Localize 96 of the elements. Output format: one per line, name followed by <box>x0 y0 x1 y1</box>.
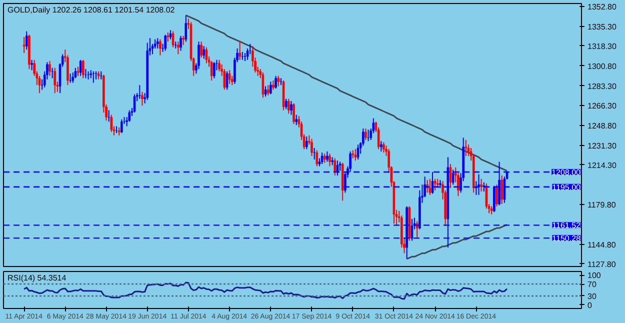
candlestick <box>164 34 166 52</box>
candlestick <box>200 41 202 58</box>
candlestick <box>277 75 280 87</box>
candlestick <box>223 68 226 90</box>
y-tick-label: 100 <box>588 271 602 280</box>
candlestick <box>436 178 439 189</box>
candlestick <box>22 36 26 54</box>
candlestick <box>310 138 313 156</box>
candlestick <box>320 152 324 164</box>
candlestick <box>180 35 182 52</box>
y-tick-label: 1283.30 <box>588 82 617 91</box>
candlestick <box>156 38 159 49</box>
candlestick <box>262 72 264 98</box>
candlestick <box>284 98 288 110</box>
candlestick <box>288 98 290 114</box>
candlestick <box>79 59 82 76</box>
chart-title: RSI(14) 54.3514 <box>8 274 67 282</box>
candlestick <box>159 38 162 56</box>
line-series <box>406 224 508 260</box>
candlestick <box>326 150 328 162</box>
candlestick <box>480 178 482 192</box>
ref-line-label: 1161.52 <box>552 221 582 230</box>
line-series <box>23 282 508 300</box>
candlestick <box>141 91 144 106</box>
y-tick-label: 1144.80 <box>588 240 616 250</box>
ref-line-label: 1150.28 <box>552 234 582 244</box>
candlestick <box>334 158 336 176</box>
candlestick <box>184 14 188 42</box>
candlestick <box>316 150 318 167</box>
candlestick <box>205 46 208 64</box>
candlestick <box>177 41 180 55</box>
candlestick <box>266 84 270 96</box>
candlestick <box>210 60 213 81</box>
candlestick <box>270 81 272 95</box>
candlestick <box>467 144 470 156</box>
y-tick-label: 1248.80 <box>588 121 617 130</box>
y-tick-label: 1231.30 <box>588 141 617 150</box>
candlestick <box>82 59 84 79</box>
y-tick-label: 70 <box>588 280 597 290</box>
candlestick <box>356 144 360 160</box>
y-tick-label: 1318.30 <box>588 42 617 51</box>
candlestick <box>292 102 295 124</box>
candlestick <box>166 32 170 42</box>
candlestick <box>295 114 298 126</box>
candlestick <box>274 75 277 89</box>
candlestick <box>110 114 113 132</box>
candlestick <box>238 41 241 60</box>
candlestick <box>128 110 131 122</box>
candlestick <box>218 59 220 72</box>
ref-line-label: 1195.00 <box>552 182 582 192</box>
candlestick <box>169 30 172 40</box>
y-tick-label: 30 <box>588 292 597 301</box>
y-tick-label: 1214.30 <box>588 160 617 170</box>
candlestick <box>54 67 56 94</box>
ref-line-label: 1208.00 <box>552 168 582 178</box>
candlestick <box>72 72 74 84</box>
y-tick-label: 0 <box>588 300 592 310</box>
candlestick <box>246 48 249 60</box>
candlestick <box>30 59 33 71</box>
candlestick <box>434 178 436 191</box>
candlestick <box>290 100 292 116</box>
y-tick-label: 1179.80 <box>588 200 616 210</box>
candlestick <box>213 62 216 79</box>
candlestick <box>428 178 432 196</box>
candlestick <box>120 118 123 134</box>
y-tick-label: 1127.80 <box>588 260 616 269</box>
candlestick <box>380 140 382 152</box>
candlestick <box>500 174 504 205</box>
candlestick <box>382 142 385 154</box>
candlestick <box>228 70 231 84</box>
candlestick <box>485 182 488 210</box>
candlestick <box>338 161 342 172</box>
y-tick-label: 1352.80 <box>588 2 617 12</box>
candlestick <box>76 66 80 76</box>
candlestick <box>464 139 468 156</box>
candlestick <box>182 35 184 46</box>
candlestick <box>364 128 367 140</box>
candlestick <box>323 153 326 164</box>
candlestick <box>38 75 41 94</box>
candlestick <box>48 60 51 76</box>
candlestick <box>328 153 331 167</box>
candlestick <box>354 148 357 162</box>
candlestick <box>202 46 206 60</box>
y-tick-label: 1335.30 <box>588 22 617 32</box>
candlestick <box>172 30 174 48</box>
candlestick <box>74 67 77 79</box>
candlestick <box>305 136 308 150</box>
chart-title: GOLD,Daily 1202.26 1208.61 1201.54 1208.02 <box>8 6 176 14</box>
y-tick-label: 1300.80 <box>588 62 617 71</box>
candlestick <box>264 86 267 98</box>
candlestick <box>198 41 200 70</box>
candlestick <box>496 184 498 207</box>
candlestick <box>272 80 274 90</box>
candlestick <box>25 30 28 50</box>
y-tick-label: 1266.30 <box>588 101 617 110</box>
line-series <box>185 14 508 172</box>
